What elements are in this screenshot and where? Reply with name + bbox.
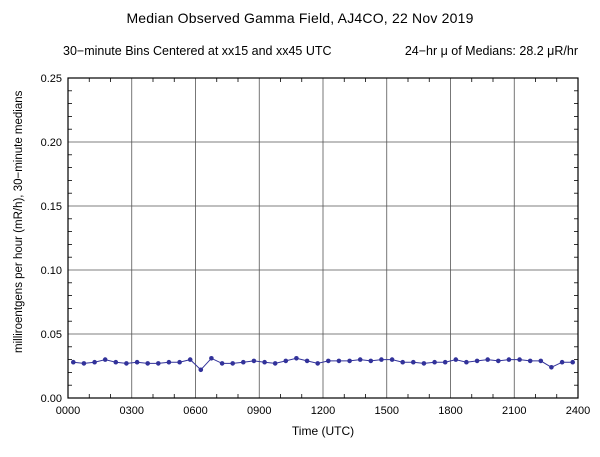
- plot-frame: [67, 77, 579, 399]
- data-point: [304, 358, 310, 364]
- data-point: [570, 359, 575, 365]
- data-point: [262, 359, 267, 365]
- data-series: [71, 356, 575, 373]
- svg-text:1500: 1500: [375, 405, 399, 417]
- svg-text:0900: 0900: [247, 405, 271, 417]
- svg-text:0000: 0000: [56, 405, 80, 417]
- data-point: [315, 361, 321, 366]
- data-point: [347, 358, 352, 364]
- data-point: [124, 361, 129, 366]
- data-point: [134, 359, 140, 365]
- data-point: [453, 357, 459, 362]
- data-point: [81, 361, 87, 366]
- data-point: [187, 357, 193, 362]
- svg-text:2400: 2400: [566, 405, 590, 417]
- svg-text:0.20: 0.20: [41, 137, 62, 149]
- data-point: [209, 356, 214, 361]
- data-point: [113, 359, 119, 365]
- svg-text:0.00: 0.00: [41, 393, 62, 405]
- data-point: [432, 359, 437, 365]
- svg-text:2100: 2100: [502, 405, 526, 417]
- data-point: [166, 359, 172, 365]
- data-point: [506, 357, 512, 362]
- data-point: [400, 359, 406, 365]
- data-point: [92, 359, 97, 365]
- x-axis-label: Time (UTC): [291, 424, 355, 438]
- data-point: [336, 358, 342, 364]
- y-tick-labels: 0.00 0.05 0.10 0.15 0.20 0.25: [41, 73, 62, 405]
- chart-subtitle: 30−minute Bins Centered at xx15 and xx45…: [63, 44, 578, 58]
- data-point: [538, 358, 544, 364]
- svg-text:0.15: 0.15: [41, 201, 62, 213]
- data-point: [421, 361, 427, 366]
- data-point: [368, 358, 374, 364]
- data-point: [379, 357, 384, 362]
- x-tick-labels: 0000 0300 0600 0900 1200 1500 1800 2100 2400: [56, 405, 590, 417]
- data-point: [442, 359, 448, 365]
- data-point: [102, 357, 108, 362]
- data-point: [145, 361, 150, 366]
- data-point: [177, 359, 182, 365]
- data-point: [283, 358, 289, 364]
- chart-title: Median Observed Gamma Field, AJ4CO, 22 N…: [126, 10, 474, 26]
- chart-subtitle-bins: 30−minute Bins Centered at xx15 and xx45…: [63, 44, 332, 58]
- data-point: [389, 357, 395, 362]
- data-point: [464, 359, 469, 365]
- data-point: [241, 359, 246, 365]
- svg-text:0600: 0600: [183, 405, 207, 417]
- data-point: [411, 359, 416, 365]
- data-point: [357, 357, 363, 362]
- svg-text:0.05: 0.05: [41, 329, 62, 341]
- svg-text:0300: 0300: [120, 405, 144, 417]
- data-point: [198, 367, 204, 373]
- data-point: [251, 358, 257, 364]
- svg-text:1800: 1800: [438, 405, 462, 417]
- data-point: [474, 358, 480, 364]
- svg-text:1200: 1200: [311, 405, 335, 417]
- data-point: [230, 361, 235, 366]
- svg-text:0.25: 0.25: [41, 73, 62, 85]
- chart-subtitle-mean: 24−hr μ of Medians: 28.2 μR/hr: [404, 44, 578, 58]
- data-point: [326, 358, 331, 364]
- data-point: [559, 359, 565, 365]
- data-point: [527, 358, 533, 364]
- data-point: [272, 361, 278, 366]
- svg-text:0.10: 0.10: [41, 265, 62, 277]
- data-point: [549, 365, 554, 370]
- data-point: [517, 357, 522, 362]
- data-point: [294, 356, 299, 361]
- data-point: [496, 358, 501, 364]
- data-point: [71, 359, 76, 365]
- minor-ticks: [68, 78, 578, 398]
- data-point: [219, 361, 225, 366]
- data-point: [156, 361, 161, 366]
- grid-lines: [68, 78, 578, 398]
- data-point: [485, 357, 491, 362]
